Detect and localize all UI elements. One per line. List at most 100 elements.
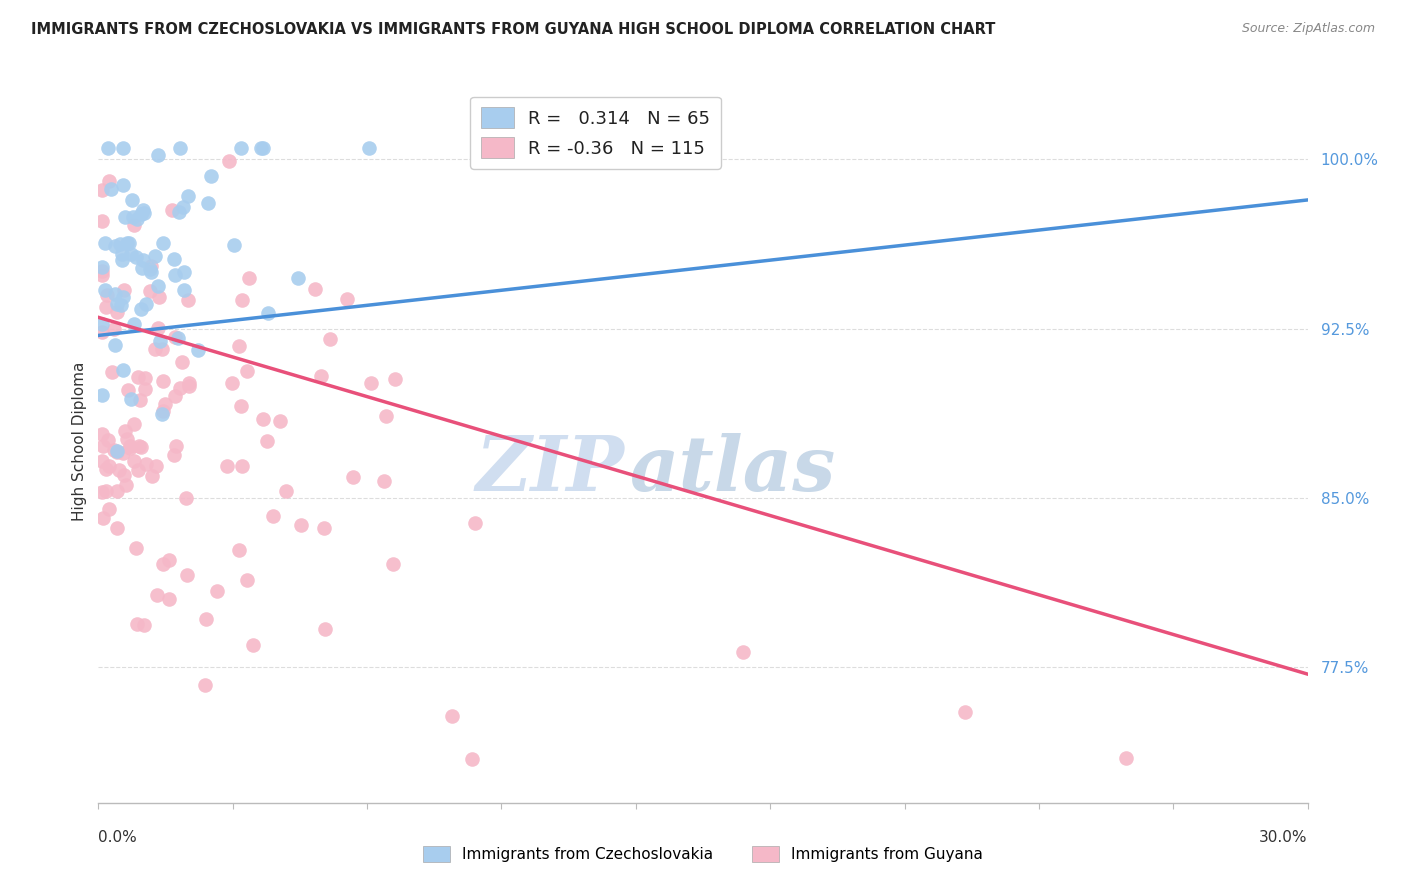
Point [146,588,169,602]
Point [91,511,114,525]
Point [112,467,135,482]
Point [152,407,174,421]
Point [218,153,240,168]
Point [131,252,153,267]
Point [460,752,482,766]
Y-axis label: High School Diploma: High School Diploma [72,362,87,521]
Point [112,446,135,460]
Text: 30.0%: 30.0% [1260,830,1308,845]
Point [187,343,209,357]
Point [1115,750,1137,764]
Text: atlas: atlas [630,434,837,508]
Point [141,469,163,483]
Point [121,211,143,225]
Point [114,211,136,225]
Point [173,284,195,298]
Point [91,325,114,339]
Point [104,337,127,351]
Point [252,412,274,426]
Point [382,557,405,571]
Point [733,644,755,658]
Point [134,370,156,384]
Point [91,485,114,500]
Point [128,439,150,453]
Point [129,440,152,454]
Point [122,218,145,232]
Point [132,203,155,218]
Point [163,252,186,267]
Point [200,169,222,183]
Point [127,212,149,227]
Point [222,238,245,252]
Point [132,618,155,632]
Point [91,388,114,402]
Point [127,370,149,384]
Point [104,238,127,252]
Point [112,362,135,376]
Point [105,521,128,535]
Point [172,201,194,215]
Point [149,334,172,348]
Legend: Immigrants from Czechoslovakia, Immigrants from Guyana: Immigrants from Czechoslovakia, Immigran… [416,839,990,868]
Point [238,270,260,285]
Point [127,463,149,477]
Point [173,265,195,279]
Point [96,461,118,475]
Point [441,708,464,723]
Point [112,283,135,297]
Point [94,483,117,498]
Point [103,322,125,336]
Point [94,301,117,315]
Point [373,474,395,488]
Text: IMMIGRANTS FROM CZECHOSLOVAKIA VS IMMIGRANTS FROM GUYANA HIGH SCHOOL DIPLOMA COR: IMMIGRANTS FROM CZECHOSLOVAKIA VS IMMIGR… [31,22,995,37]
Point [122,454,145,468]
Point [464,516,486,531]
Point [96,287,118,301]
Point [152,374,174,388]
Point [236,573,259,587]
Point [129,301,152,316]
Point [97,501,120,516]
Point [177,379,200,393]
Point [197,195,219,210]
Point [134,382,156,396]
Point [120,246,142,260]
Point [125,250,148,264]
Point [252,141,274,155]
Point [97,458,120,473]
Point [150,343,173,357]
Point [105,444,128,458]
Point [146,321,169,335]
Point [134,206,156,220]
Point [125,617,148,632]
Point [146,148,169,162]
Point [231,141,253,155]
Point [103,442,125,457]
Point [167,331,190,345]
Point [112,141,135,155]
Point [228,542,250,557]
Point [177,376,200,390]
Point [129,207,152,221]
Point [110,297,132,311]
Point [135,296,157,310]
Point [97,141,120,155]
Point [249,141,271,155]
Text: Source: ZipAtlas.com: Source: ZipAtlas.com [1241,22,1375,36]
Point [360,376,382,390]
Point [135,457,157,471]
Point [375,409,398,423]
Point [91,183,114,197]
Point [97,174,120,188]
Point [148,290,170,304]
Point [231,399,253,413]
Legend: R =   0.314   N = 65, R = -0.36   N = 115: R = 0.314 N = 65, R = -0.36 N = 115 [470,96,721,169]
Point [162,202,184,217]
Point [128,393,150,408]
Point [145,458,167,473]
Point [165,439,187,453]
Point [91,264,114,278]
Point [107,462,129,476]
Point [174,491,197,505]
Point [157,591,180,606]
